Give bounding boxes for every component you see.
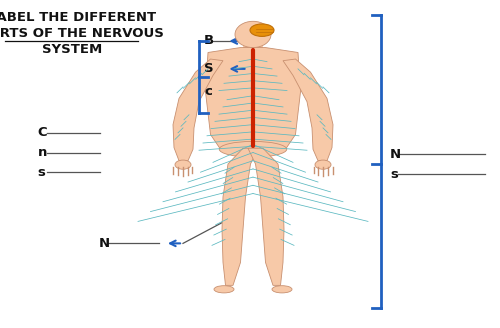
Ellipse shape (235, 21, 271, 48)
Ellipse shape (214, 286, 234, 293)
Ellipse shape (175, 160, 191, 169)
Text: s: s (38, 166, 46, 179)
Polygon shape (283, 59, 333, 161)
Text: N: N (99, 237, 110, 250)
FancyBboxPatch shape (243, 37, 263, 52)
Polygon shape (173, 59, 223, 161)
Ellipse shape (315, 160, 331, 169)
Polygon shape (248, 148, 284, 285)
Ellipse shape (219, 141, 287, 157)
Text: c: c (204, 85, 212, 98)
Text: B: B (204, 34, 214, 48)
Text: S: S (204, 62, 214, 75)
Text: C: C (38, 126, 47, 139)
Text: n: n (38, 146, 47, 159)
Polygon shape (222, 148, 258, 285)
Polygon shape (206, 48, 300, 149)
Ellipse shape (250, 24, 274, 36)
Text: s: s (390, 168, 398, 181)
Text: N: N (390, 148, 401, 161)
Text: LABEL THE DIFFERENT
PARTS OF THE NERVOUS
SYSTEM: LABEL THE DIFFERENT PARTS OF THE NERVOUS… (0, 11, 164, 56)
Ellipse shape (272, 286, 292, 293)
